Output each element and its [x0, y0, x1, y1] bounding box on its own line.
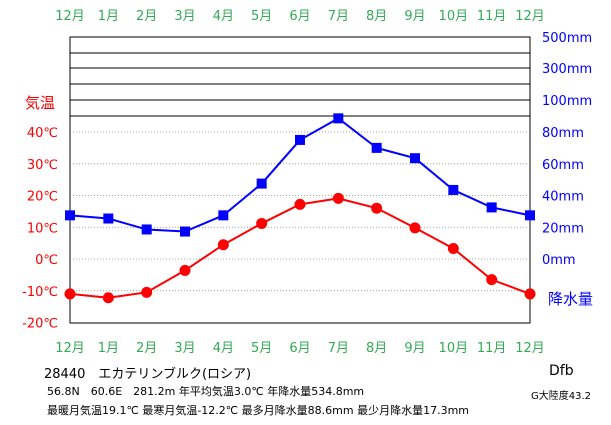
left-tick-label: -20℃: [22, 317, 58, 332]
month-label-bottom: 7月: [328, 341, 349, 356]
station-summary-line1: 56.8N 60.6E 281.2m 年平均気温3.0℃ 年降水量534.8mm: [47, 385, 365, 398]
precipitation-point: [410, 153, 420, 164]
precipitation-point: [180, 226, 190, 237]
precipitation-point: [295, 134, 305, 145]
right-tick-label: 80mm: [542, 126, 584, 141]
right-tick-label: 100mm: [542, 94, 592, 109]
month-label-bottom: 12月: [55, 341, 85, 356]
right-tick-label: 40mm: [542, 190, 584, 205]
month-label-top: 4月: [213, 9, 234, 24]
station-name: 28440 エカテリンブルク(ロシア): [44, 367, 252, 382]
temperature-point: [447, 243, 459, 255]
left-tick-label: 10℃: [27, 221, 58, 236]
right-tick-label: 500mm: [542, 31, 592, 46]
precipitation-point: [371, 142, 382, 153]
precipitation-point: [141, 224, 152, 235]
month-label-bottom: 3月: [174, 341, 195, 356]
month-label-bottom: 10月: [439, 341, 469, 356]
month-label-bottom: 5月: [251, 341, 272, 356]
month-label-top: 5月: [251, 9, 272, 24]
temperature-point: [524, 288, 536, 300]
station-summary-line2: 最暖月気温19.1℃ 最寒月気温-12.2℃ 最多月降水量88.6mm 最少月降…: [47, 404, 469, 417]
month-label-top: 10月: [439, 9, 469, 24]
month-label-top: 12月: [55, 9, 85, 24]
temperature-point: [332, 192, 344, 204]
precipitation-point: [333, 113, 344, 124]
month-label-top: 9月: [404, 9, 425, 24]
month-label-bottom: 11月: [477, 341, 507, 356]
month-label-top: 11月: [477, 9, 507, 24]
month-label-top: 6月: [289, 9, 310, 24]
month-label-top: 2月: [136, 9, 157, 24]
precipitation-point: [486, 202, 497, 213]
month-label-bottom: 2月: [136, 341, 157, 356]
right-tick-label: 300mm: [542, 62, 592, 77]
climate-continentality: G大陸度43.2: [531, 391, 592, 402]
precipitation-point: [525, 210, 535, 221]
left-tick-label: -10℃: [22, 285, 58, 300]
temperature-point: [256, 217, 268, 229]
precipitation-point: [103, 213, 114, 224]
temperature-point: [371, 202, 383, 214]
right-tick-label: 20mm: [542, 221, 584, 236]
month-label-top: 3月: [174, 9, 195, 24]
month-label-top: 8月: [366, 9, 387, 24]
temperature-point: [141, 286, 153, 298]
temperature-point: [102, 292, 114, 304]
month-label-bottom: 4月: [213, 341, 234, 356]
temperature-point: [486, 274, 498, 286]
left-tick-label: 20℃: [27, 190, 58, 205]
month-label-top: 12月: [515, 9, 545, 24]
month-label-bottom: 9月: [404, 341, 425, 356]
month-label-bottom: 12月: [515, 341, 545, 356]
temperature-point: [64, 288, 76, 300]
precipitation-point: [218, 210, 229, 221]
temperature-point: [179, 264, 191, 276]
left-tick-label: 0℃: [35, 253, 58, 268]
climate-code: Dfb: [549, 363, 574, 379]
right-tick-label: 60mm: [542, 158, 584, 173]
precipitation-point: [448, 184, 459, 195]
left-tick-label: 30℃: [27, 158, 58, 173]
month-label-top: 7月: [328, 9, 349, 24]
month-label-bottom: 8月: [366, 341, 387, 356]
temperature-point: [409, 222, 421, 234]
temperature-point: [294, 198, 306, 210]
precipitation-point: [256, 178, 267, 189]
plot-frame: [69, 36, 531, 324]
month-label-bottom: 6月: [289, 341, 310, 356]
right-tick-label: 0mm: [542, 253, 576, 268]
left-axis-title: 気温: [25, 94, 55, 112]
precipitation-point: [65, 210, 75, 221]
series-line-temperature: [69, 197, 531, 299]
month-label-top: 1月: [98, 9, 119, 24]
right-axis-title: 降水量: [548, 290, 593, 308]
month-label-bottom: 1月: [98, 341, 119, 356]
left-tick-label: 40℃: [27, 126, 58, 141]
temperature-point: [217, 239, 229, 251]
